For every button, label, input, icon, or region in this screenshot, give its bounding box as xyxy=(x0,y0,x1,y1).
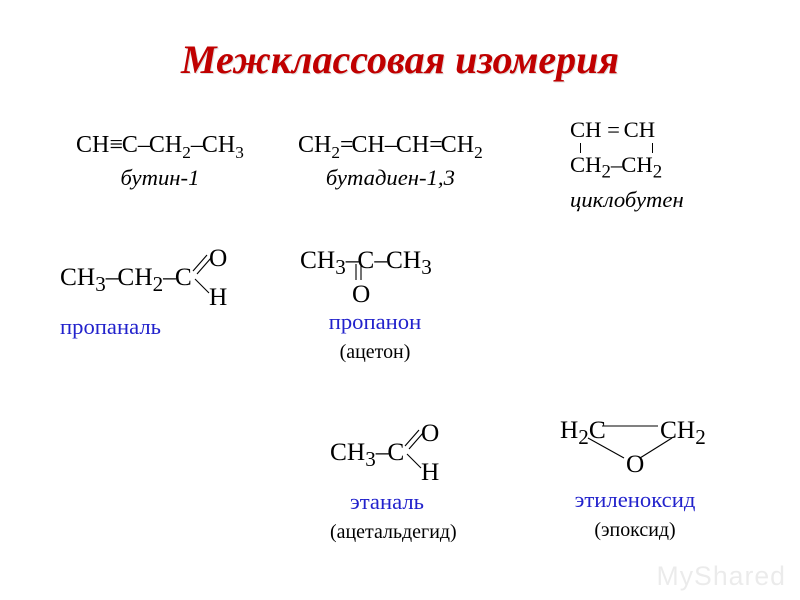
ethanal-bonds xyxy=(403,420,443,482)
mol-butyne1: CH≡C–CH2–CH3 бутин-1 xyxy=(76,132,244,191)
propanal-label: пропаналь xyxy=(60,314,230,340)
mol-ethyleneoxide: H2C CH2 O этиленоксид (эпоксид) xyxy=(560,416,710,542)
butyne1-label: бутин-1 xyxy=(76,165,244,191)
ethanal-label1: этаналь xyxy=(350,489,457,515)
eo-struct: H2C CH2 O xyxy=(560,416,710,476)
propanone-label1: пропанон xyxy=(300,309,450,335)
watermark: MyShared xyxy=(657,561,787,592)
eo-bonds xyxy=(560,416,710,476)
eo-label2: (эпоксид) xyxy=(560,519,710,542)
propanone-dblbond xyxy=(354,264,364,284)
ethanal-label2: (ацетальдегид) xyxy=(330,521,457,544)
ethanal-struct: CH3–C O H xyxy=(330,420,450,482)
cyclobutene-label: циклобутен xyxy=(570,187,684,213)
butadiene-formula: CH2=CH–CH=CH2 xyxy=(298,132,483,159)
propanal-bonds xyxy=(191,245,231,307)
butyne1-formula: CH≡C–CH2–CH3 xyxy=(76,132,244,159)
mol-propanone: CH3–C–CH3 O пропанон (ацетон) xyxy=(300,246,450,364)
page-title: Межклассовая изомерия xyxy=(0,36,800,83)
propanone-struct: CH3–C–CH3 O xyxy=(300,246,450,302)
cyclobutene-struct: CH = CH CH2–CH2 xyxy=(570,118,684,183)
mol-propanal: CH3–CH2–C O H пропаналь xyxy=(60,245,230,340)
eo-label1: этиленоксид xyxy=(560,487,710,513)
mol-butadiene: CH2=CH–CH=CH2 бутадиен-1,3 xyxy=(298,132,483,191)
propanal-struct: CH3–CH2–C O H xyxy=(60,245,230,307)
propanone-label2: (ацетон) xyxy=(300,341,450,364)
butadiene-label: бутадиен-1,3 xyxy=(298,165,483,191)
mol-ethanal: CH3–C O H этаналь (ацетальдегид) xyxy=(330,420,457,544)
mol-cyclobutene: CH = CH CH2–CH2 циклобутен xyxy=(570,118,684,213)
